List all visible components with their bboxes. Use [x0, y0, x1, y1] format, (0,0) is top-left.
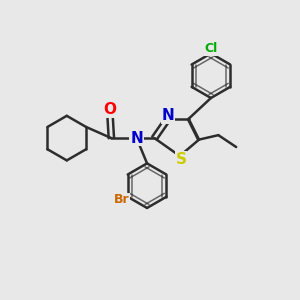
- Text: O: O: [103, 102, 116, 117]
- Text: S: S: [176, 152, 187, 167]
- Text: Br: Br: [114, 193, 130, 206]
- Text: N: N: [130, 130, 143, 146]
- Text: N: N: [161, 108, 174, 123]
- Text: Cl: Cl: [204, 42, 218, 56]
